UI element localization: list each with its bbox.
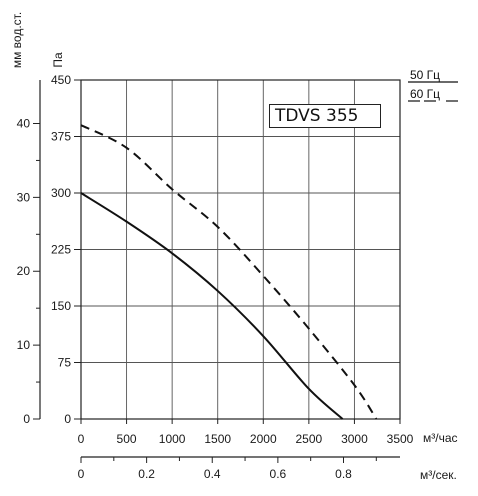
grid (80, 79, 401, 420)
legend-lines (408, 81, 458, 102)
x2-axis-label: м³/сек. (420, 468, 457, 482)
x-tick-label: 3000 (341, 432, 368, 446)
legend-entry-50hz: 50 Гц (410, 68, 441, 82)
y-tick-label: 150 (51, 299, 71, 313)
series-line-50hz (80, 192, 344, 420)
x-tick-label: 1000 (159, 432, 186, 446)
legend-entry-60hz: 60 Гц (410, 87, 441, 101)
x2-tick-label: 0.2 (138, 467, 155, 481)
y-tick-label: 300 (51, 186, 71, 200)
left-axis-tick-label: 0 (23, 412, 30, 426)
y-axis-label: Па (51, 52, 65, 68)
x-tick-label: 2000 (250, 432, 277, 446)
left-axis-tick-label: 10 (17, 338, 31, 352)
x-tick-label: 500 (117, 432, 137, 446)
left-axis-tick-label: 40 (17, 116, 31, 130)
x2-tick-label: 0.6 (270, 467, 287, 481)
left-axis-tick-label: 30 (17, 190, 31, 204)
y-tick-label: 450 (51, 73, 71, 87)
left-axis-label: мм вод.ст. (10, 12, 24, 68)
y-tick-label: 225 (51, 243, 71, 257)
y-tick-label: 75 (58, 356, 72, 370)
x2-tick-label: 0.8 (335, 467, 352, 481)
y-tick-label: 375 (51, 130, 71, 144)
x-tick-label: 2500 (296, 432, 323, 446)
model-label: TDVS 355 (269, 104, 381, 128)
x-tick-label: 1500 (204, 432, 231, 446)
y-tick-label: 0 (64, 412, 71, 426)
left-axis-tick-label: 20 (17, 264, 31, 278)
x2-tick-label: 0 (78, 467, 85, 481)
series-lines (80, 124, 378, 420)
series-line-60hz (80, 124, 378, 420)
x-tick-label: 3500 (387, 432, 414, 446)
axes (33, 79, 401, 463)
x-tick-label: 0 (78, 432, 85, 446)
x2-tick-label: 0.4 (204, 467, 221, 481)
x-axis-label: м³/час (423, 431, 458, 445)
tick-labels: 0 75 150 225 300 375 450 0 10 20 30 40 0 500 1000 1500 2… (17, 73, 414, 481)
